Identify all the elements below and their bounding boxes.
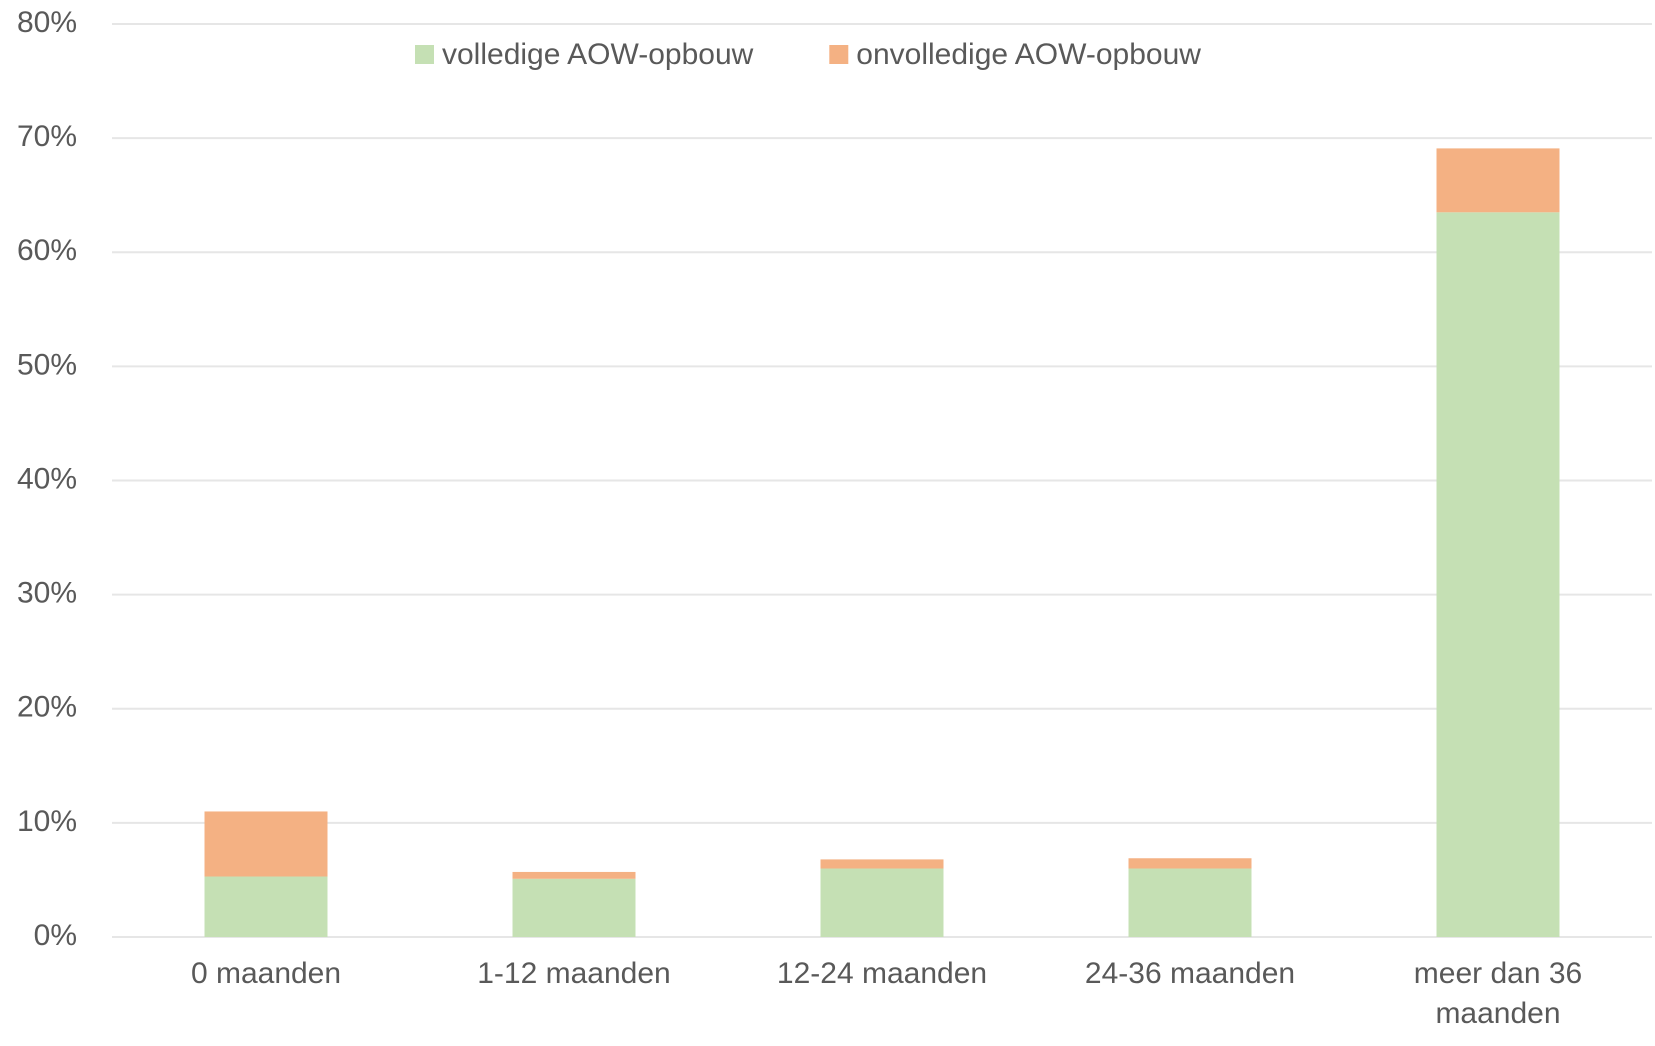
legend-swatch [415, 45, 434, 64]
y-tick-label: 70% [17, 120, 77, 153]
y-tick-label: 40% [17, 462, 77, 495]
y-tick-label: 60% [17, 234, 77, 267]
bar-segment [1128, 858, 1252, 869]
x-tick-label: 1-12 maanden [477, 957, 671, 990]
x-tick-label: 12-24 maanden [776, 957, 988, 990]
y-tick-label: 80% [17, 6, 77, 39]
y-tick-label: 30% [17, 577, 77, 610]
legend-label: onvolledige AOW-opbouw [856, 38, 1201, 71]
bar-segment [512, 871, 636, 879]
x-tick-label: meer dan 36 maanden [1413, 957, 1583, 1030]
y-tick-label: 10% [17, 805, 77, 838]
bar-segment [512, 878, 636, 937]
y-tick-label: 0% [34, 919, 77, 952]
bar-segment [1436, 212, 1560, 937]
legend-label: volledige AOW-opbouw [442, 38, 754, 71]
x-tick-label: 0 maanden [190, 957, 342, 990]
bar-segment [1128, 868, 1252, 937]
legend-swatch [829, 45, 849, 64]
y-tick-label: 50% [17, 348, 77, 381]
bar-segment [1436, 148, 1560, 213]
bar-segment [204, 811, 328, 877]
x-tick-label: 24-36 maanden [1084, 957, 1296, 990]
bar-segment [820, 868, 944, 937]
bar-segment [204, 876, 328, 937]
y-tick-label: 20% [17, 691, 77, 724]
bar-segment [820, 859, 944, 869]
